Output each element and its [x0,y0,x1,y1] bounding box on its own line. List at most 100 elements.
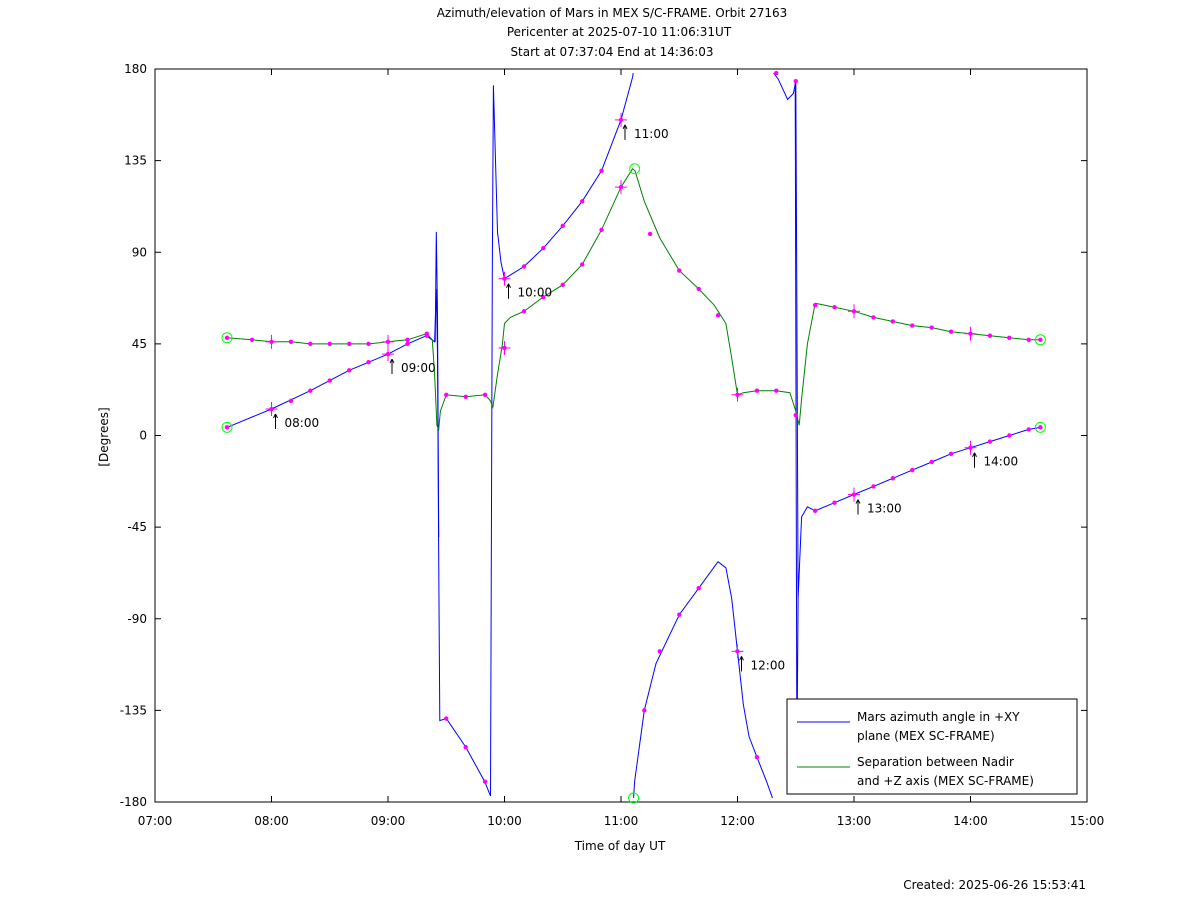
point-marker [910,467,915,473]
endpoint-circle [1034,334,1046,346]
point-marker [521,264,527,269]
point-marker [813,508,818,514]
x-tick-label: 12:00 [720,814,755,828]
point-marker [890,476,895,481]
axis-ticks: 07:00 08:00 09:00 10:00 11:00 12:00 13:00 14:00… [120,62,1105,828]
point-marker [308,341,313,347]
point-marker [541,294,546,300]
hour-pointer [624,124,628,130]
hour-pointer [273,413,276,419]
point-marker [541,245,546,251]
point-marker [463,744,468,750]
point-marker [1026,427,1031,432]
azimuth-line [226,73,634,797]
x-tick-label: 14:00 [953,814,988,828]
x-axis-label: Time of day UT [574,839,666,853]
x-tick-label: 07:00 [138,814,173,828]
point-marker [366,341,371,347]
point-marker [560,282,565,288]
point-marker [929,459,934,465]
hour-pointer [974,452,977,457]
point-marker [696,286,701,292]
endpoint-circle [1034,421,1046,433]
x-tick-label: 08:00 [254,814,289,828]
point-marker [832,500,837,505]
endpoint-circle [629,163,641,175]
point-marker [1038,337,1043,343]
point-marker [366,360,371,365]
x-tick-label: 15:00 [1070,814,1105,828]
point-marker [657,649,662,654]
endpoint-circle [628,792,640,804]
point-marker [929,325,934,330]
hour-pointer [391,358,395,364]
hour-label: 10:00 [518,286,553,300]
hour-annotations: 08:00 09:00 10:00 11:00 12:00 13:00 14:00 [273,124,1019,672]
point-marker [832,305,837,310]
point-marker [599,227,604,233]
point-marker [1007,433,1012,438]
point-marker [754,755,760,760]
point-marker [642,708,647,713]
point-marker [482,392,488,397]
point-marker [424,331,429,336]
point-marker [599,168,604,174]
point-marker [1038,425,1043,430]
point-marker [1026,337,1031,343]
point-marker [647,231,653,237]
series-markers [221,70,1046,804]
point-marker [677,268,682,273]
hour-pointer [855,499,859,504]
hour-label: 09:00 [401,361,436,375]
hour-label: 14:00 [984,455,1019,469]
point-marker [580,262,585,267]
point-marker [463,394,468,400]
y-tick-label: 0 [139,429,147,443]
point-marker [405,337,410,343]
created-footer: Created: 2025-06-26 15:53:41 [903,878,1086,892]
point-marker [444,392,449,397]
y-tick-label: 90 [132,245,147,259]
azimuth-line [633,560,773,799]
y-tick-label: 180 [124,62,147,76]
y-tick-label: -45 [127,520,147,534]
hour-pointer [389,358,393,364]
hour-pointer [857,499,861,504]
hour-label: 13:00 [867,502,902,516]
y-axis-label: [Degrees] [97,407,111,466]
point-marker [813,302,818,308]
hour-label: 08:00 [285,416,320,430]
endpoint-circle [221,421,233,433]
legend-label-separation-1: Separation between Nadir [857,755,1014,769]
point-marker [1007,335,1012,340]
point-marker [793,79,798,84]
title-line-2: Pericenter at 2025-07-10 11:06:31UT [507,25,732,39]
point-marker [754,388,760,393]
point-marker [288,339,294,345]
point-marker [482,779,488,784]
point-marker [580,199,585,204]
point-marker [444,716,449,721]
point-marker [308,388,313,393]
point-marker [774,70,779,76]
point-marker [987,333,993,338]
y-tick-label: -90 [127,612,147,626]
point-marker [987,439,993,444]
point-marker [677,612,682,617]
point-marker [948,451,954,457]
point-marker [890,319,895,324]
title-line-3: Start at 07:37:04 End at 14:36:03 [510,45,713,59]
endpoint-circle [221,332,233,344]
azimuth-line [773,72,1041,599]
separation-line [226,168,1041,432]
point-marker [910,323,915,328]
point-marker [521,309,527,314]
legend-label-azimuth-1: Mars azimuth angle in +XY [857,710,1020,724]
legend-box [786,698,1078,795]
point-marker [871,315,876,320]
y-tick-label: -180 [120,795,147,809]
hour-pointer [972,452,975,457]
point-marker [774,388,779,393]
plot-frame [154,68,1088,803]
